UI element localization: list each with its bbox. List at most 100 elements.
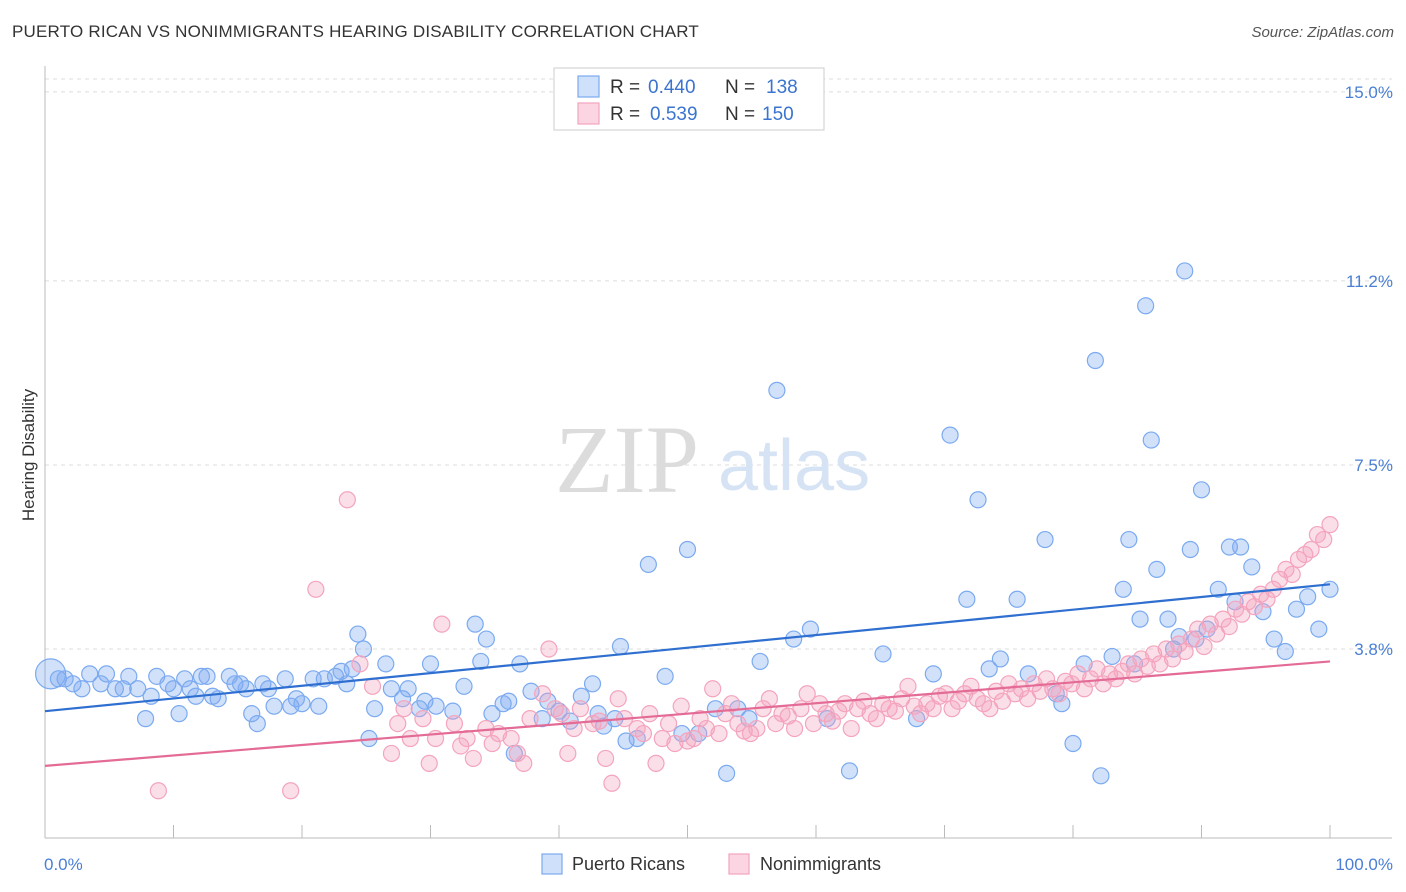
x-tick-labels: 0.0% 100.0%: [44, 855, 1393, 874]
puerto-ricans-point-58: [455, 677, 473, 695]
puerto-ricans-trend-line: [44, 583, 1331, 713]
nonimmigrants-point-99: [1012, 680, 1030, 698]
puerto-ricans-point-116: [1131, 610, 1149, 628]
y-tick-label-0: 3.8%: [1354, 640, 1393, 659]
puerto-ricans-point-127: [1198, 620, 1216, 638]
puerto-ricans-point-22: [198, 667, 216, 685]
puerto-ricans-point-90: [768, 381, 786, 399]
nonimmigrants-point-81: [899, 677, 917, 695]
puerto-ricans-point-48: [366, 700, 384, 718]
nonimmigrants-point-19: [483, 734, 501, 753]
nonimmigrants-point-0: [149, 782, 167, 800]
puerto-ricans-point-52: [399, 680, 417, 698]
nonimmigrants-point-29: [559, 744, 577, 763]
puerto-ricans-point-29: [243, 705, 261, 723]
puerto-ricans-point-89: [751, 652, 769, 671]
puerto-ricans-point-80: [639, 555, 657, 574]
nonimmigrants-point-10: [414, 710, 432, 728]
puerto-ricans-point-5: [81, 665, 99, 683]
nonimmigrants-point-24: [521, 710, 539, 728]
nonimmigrants-point-145: [1302, 540, 1320, 559]
nonimmigrants-point-103: [1037, 670, 1056, 688]
puerto-ricans-point-72: [572, 687, 590, 705]
puerto-ricans-point-86: [718, 764, 736, 782]
watermark-zip: ZIP: [555, 406, 699, 513]
bottom-legend-swatch-nonimmigrants: [728, 853, 750, 875]
nonimmigrants-point-13: [433, 615, 451, 633]
puerto-ricans-point-124: [1181, 540, 1199, 559]
puerto-ricans-point-21: [192, 667, 211, 685]
bottom-legend-puerto-ricans: Puerto Ricans: [572, 854, 685, 874]
legend-swatch-nonimmigrants: [577, 102, 600, 125]
puerto-ricans-point-49: [377, 655, 395, 673]
nonimmigrants-point-63: [785, 719, 804, 738]
legend-r-value-2: 0.539: [650, 104, 698, 125]
puerto-ricans-point-132: [1243, 558, 1261, 576]
nonimmigrants-point-42: [653, 729, 671, 748]
nonimmigrants-point-51: [710, 724, 728, 743]
puerto-ricans-point-81: [656, 667, 674, 685]
puerto-ricans-point-57: [444, 702, 462, 720]
nonimmigrants-point-148: [1321, 516, 1339, 534]
nonimmigrants-point-142: [1283, 565, 1301, 583]
nonimmigrants-point-94: [981, 700, 999, 718]
nonimmigrants-point-65: [798, 685, 816, 703]
nonimmigrants-point-7: [389, 714, 407, 733]
nonimmigrants-point-128: [1195, 637, 1213, 656]
nonimmigrants-point-35: [603, 774, 621, 792]
puerto-ricans-point-56: [427, 697, 445, 715]
puerto-ricans-point-73: [583, 675, 602, 693]
nonimmigrants-point-47: [685, 729, 703, 748]
puerto-ricans-point-102: [991, 650, 1009, 668]
nonimmigrants-point-23: [515, 754, 533, 772]
legend-n-value-1: 138: [766, 77, 798, 98]
legend-r-label-2: R =: [610, 104, 640, 125]
nonimmigrants-point-36: [609, 690, 627, 708]
nonimmigrants-point-121: [1151, 655, 1169, 673]
puerto-ricans-point-92: [801, 620, 820, 638]
puerto-ricans-point-64: [500, 692, 518, 710]
puerto-ricans-point-55: [421, 655, 440, 673]
puerto-ricans-point-113: [1114, 580, 1132, 598]
puerto-ricans-point-135: [1276, 642, 1294, 661]
nonimmigrants-point-4: [351, 655, 369, 673]
nonimmigrants-point-43: [660, 714, 678, 733]
nonimmigrants-point-126: [1182, 630, 1201, 648]
nonimmigrants-point-50: [704, 680, 722, 698]
puerto-ricans-point-43: [338, 675, 356, 693]
bottom-legend: Puerto Ricans Nonimmigrants: [541, 853, 881, 875]
puerto-ricans-point-107: [1053, 695, 1071, 713]
nonimmigrants-point-66: [804, 714, 823, 733]
puerto-ricans-point-120: [1159, 610, 1177, 628]
puerto-ricans-point-16: [164, 680, 183, 698]
nonimmigrants-point-11: [420, 754, 438, 772]
gridlines: [45, 78, 1392, 650]
puerto-ricans-point-112: [1103, 647, 1121, 666]
y-tick-label-1: 7.5%: [1354, 456, 1393, 475]
puerto-ricans-point-4: [73, 680, 91, 698]
bottom-legend-swatch-puerto-ricans: [541, 853, 563, 875]
nonimmigrants-point-129: [1201, 615, 1219, 633]
nonimmigrants-point-9: [401, 729, 419, 748]
puerto-ricans-point-3: [64, 675, 82, 693]
nonimmigrants-trend-line: [44, 660, 1331, 767]
nonimmigrants-point-147: [1315, 530, 1333, 549]
nonimmigrants-point-34: [597, 749, 615, 768]
puerto-ricans-point-91: [785, 630, 803, 648]
nonimmigrants-point-120: [1145, 645, 1163, 663]
legend-swatch-puerto-ricans: [577, 75, 600, 98]
nonimmigrants-point-1: [282, 782, 300, 800]
puerto-ricans-point-78: [617, 732, 635, 750]
nonimmigrants-point-72: [842, 719, 860, 738]
source-label: Source: ZipAtlas.com: [1251, 24, 1394, 41]
puerto-ricans-point-110: [1086, 351, 1104, 370]
watermark: ZIP atlas: [555, 406, 870, 513]
puerto-ricans-point-7: [97, 665, 116, 683]
nonimmigrants-point-2: [307, 580, 325, 598]
puerto-ricans-point-131: [1232, 538, 1250, 556]
nonimmigrants-point-122: [1157, 640, 1175, 658]
watermark-atlas: atlas: [718, 426, 870, 506]
nonimmigrants-point-127: [1189, 620, 1207, 638]
puerto-ricans-point-103: [1008, 590, 1026, 608]
